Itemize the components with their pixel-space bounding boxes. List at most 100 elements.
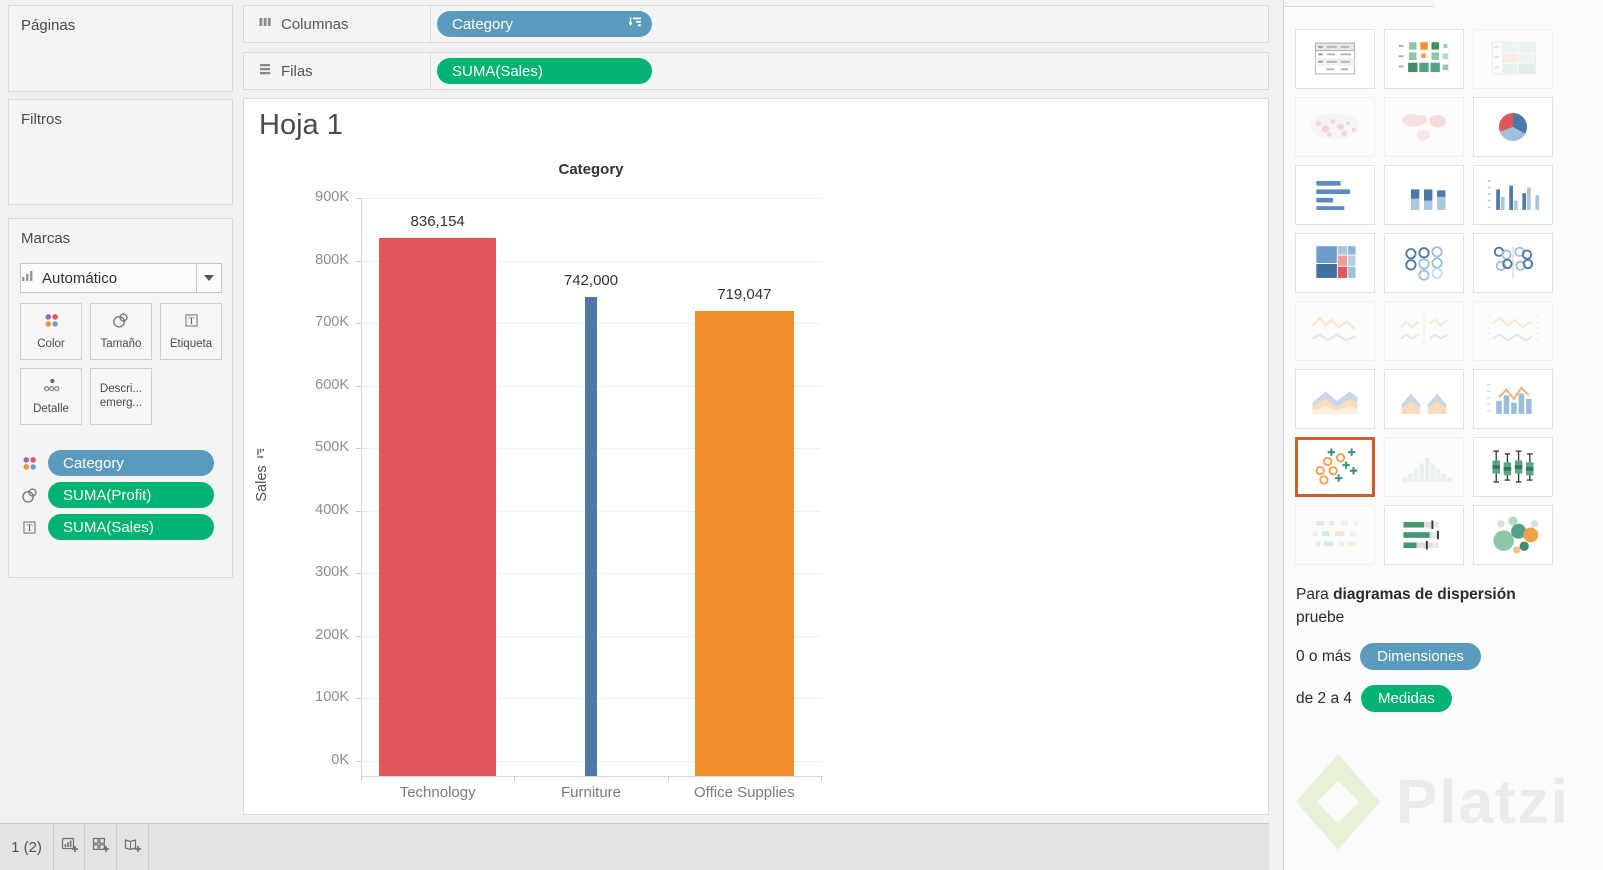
x-label-office-supplies[interactable]: Office Supplies — [694, 784, 795, 801]
showme-bullet-graph[interactable] — [1384, 505, 1464, 565]
showme-gantt[interactable] — [1295, 505, 1375, 565]
x-label-furniture[interactable]: Furniture — [560, 784, 622, 801]
showme-stacked-bars[interactable] — [1384, 165, 1464, 225]
showme-histogram-icon — [1402, 457, 1452, 482]
x-tick — [821, 776, 822, 781]
showme-side-by-side-bars[interactable] — [1473, 165, 1553, 225]
new-story-icon — [124, 836, 142, 859]
columns-shelf[interactable]: Columnas Category — [243, 5, 1269, 43]
new-story-button[interactable] — [117, 824, 148, 870]
req1-text: 0 o más — [1296, 647, 1352, 665]
showme-horizontal-bars[interactable] — [1295, 165, 1375, 225]
barchart-icon — [21, 269, 34, 287]
separator — [148, 824, 149, 870]
showme-box-and-whisker[interactable] — [1473, 437, 1553, 497]
y-tick — [356, 260, 361, 262]
showme-area-continuous[interactable] — [1295, 369, 1375, 429]
showme-highlight-table[interactable] — [1473, 29, 1553, 89]
pill-category[interactable]: Category — [48, 450, 214, 476]
bar-furniture[interactable] — [585, 296, 597, 776]
filters-shelf[interactable]: Filtros — [8, 99, 233, 205]
mark-button-descri-[interactable]: Descri... emerg... — [90, 368, 152, 425]
new-worksheet-button[interactable] — [54, 824, 85, 870]
x-label-technology[interactable]: Technology — [399, 784, 476, 801]
y-tick-label: 300K — [315, 564, 349, 581]
bar-value-label: 836,154 — [410, 212, 465, 230]
showme-area-discrete[interactable] — [1384, 369, 1464, 429]
svg-text:T: T — [188, 316, 194, 327]
showme-dual-lines[interactable] — [1473, 301, 1553, 361]
pill-suma-profit-[interactable]: SUMA(Profit) — [48, 482, 214, 508]
mark-type-value: Automático — [42, 269, 118, 287]
pill-category[interactable]: Category — [437, 11, 652, 37]
y-tick-label: 800K — [315, 251, 349, 268]
showme-circle-views-icon — [1405, 246, 1443, 281]
showme-side-by-side-circles[interactable] — [1473, 233, 1553, 293]
columns-icon — [258, 15, 272, 33]
showme-lines-continuous[interactable] — [1295, 301, 1375, 361]
rows-icon — [258, 62, 272, 80]
showme-area-continuous-icon — [1312, 391, 1358, 414]
requirement-measures: de 2 a 4 Medidas — [1296, 685, 1452, 712]
new-dashboard-button[interactable] — [86, 824, 117, 870]
y-tick — [356, 761, 361, 762]
showme-gantt-icon — [1312, 521, 1358, 547]
y-tick-label: 900K — [315, 189, 349, 205]
color-icon — [43, 312, 60, 334]
mark-button-tama-o[interactable]: Tamaño — [90, 303, 152, 360]
label-icon: T — [183, 312, 200, 334]
showme-packed-bubbles[interactable] — [1473, 505, 1553, 565]
showme-heatmap[interactable] — [1384, 29, 1464, 89]
showme-scatter-plot-icon — [1315, 448, 1358, 485]
hint-suffix: pruebe — [1296, 609, 1345, 627]
show-me-panel: Para diagramas de dispersión pruebe 0 o … — [1283, 0, 1603, 870]
showme-symbol-map-icon — [1310, 113, 1360, 140]
showme-lines-discrete[interactable] — [1384, 301, 1464, 361]
y-tick — [356, 573, 361, 575]
bar-office-supplies[interactable] — [694, 311, 794, 776]
bar-technology[interactable] — [379, 237, 497, 776]
mark-button-color[interactable]: Color — [20, 303, 82, 360]
mark-button-detalle[interactable]: Detalle — [20, 368, 82, 425]
showme-filled-map-icon — [1401, 113, 1446, 141]
showme-scatter-plot[interactable] — [1295, 437, 1375, 497]
showme-circle-views[interactable] — [1384, 233, 1464, 293]
sort-descending-icon[interactable] — [254, 448, 270, 459]
pill-suma-sales-[interactable]: SUMA(Sales) — [437, 58, 652, 84]
showme-histogram[interactable] — [1384, 437, 1464, 497]
showme-heatmap-icon — [1398, 42, 1449, 73]
x-tick — [514, 776, 516, 781]
showme-filled-map[interactable] — [1384, 97, 1464, 157]
showme-area-discrete-icon — [1401, 393, 1447, 414]
mark-type-dropdown[interactable]: Automático — [20, 263, 222, 293]
y-tick — [356, 198, 361, 199]
showme-box-and-whisker-icon — [1492, 450, 1534, 483]
pages-shelf[interactable]: Páginas — [8, 5, 233, 92]
sort-descending-icon[interactable] — [628, 16, 642, 33]
sheet-tab[interactable]: 1 (2) — [11, 838, 42, 856]
pill-suma-sales-[interactable]: SUMA(Sales) — [48, 514, 214, 540]
marks-card: Marcas Automático Color Tamaño T Etiqueta De… — [8, 218, 233, 578]
x-tick — [361, 776, 362, 781]
showme-horizontal-bars-icon — [1316, 181, 1350, 210]
show-me-grid — [1295, 29, 1553, 565]
y-tick-label: 0K — [331, 752, 349, 768]
showme-pie-chart[interactable] — [1473, 97, 1553, 157]
rows-shelf[interactable]: Filas SUMA(Sales) — [243, 52, 1269, 90]
x-tick — [667, 776, 669, 781]
chevron-down-icon[interactable] — [196, 264, 221, 292]
mark-button-etiqueta[interactable]: T Etiqueta — [160, 303, 222, 360]
y-axis-title[interactable]: Sales — [254, 395, 270, 555]
pill-label: Category — [63, 454, 124, 472]
showme-treemap[interactable] — [1295, 233, 1375, 293]
showme-symbol-map[interactable] — [1295, 97, 1375, 157]
show-me-hint: Para diagramas de dispersión pruebe — [1296, 583, 1551, 630]
column-field-header[interactable]: Category — [558, 161, 624, 178]
showme-text-table[interactable] — [1295, 29, 1375, 89]
y-tick — [356, 385, 361, 387]
y-tick — [356, 698, 361, 700]
showme-dual-combination[interactable] — [1473, 369, 1553, 429]
sheet-tab-bar: 1 (2) — [0, 823, 1269, 870]
y-tick-label: 100K — [315, 689, 349, 706]
columns-label: Columnas — [281, 15, 349, 33]
